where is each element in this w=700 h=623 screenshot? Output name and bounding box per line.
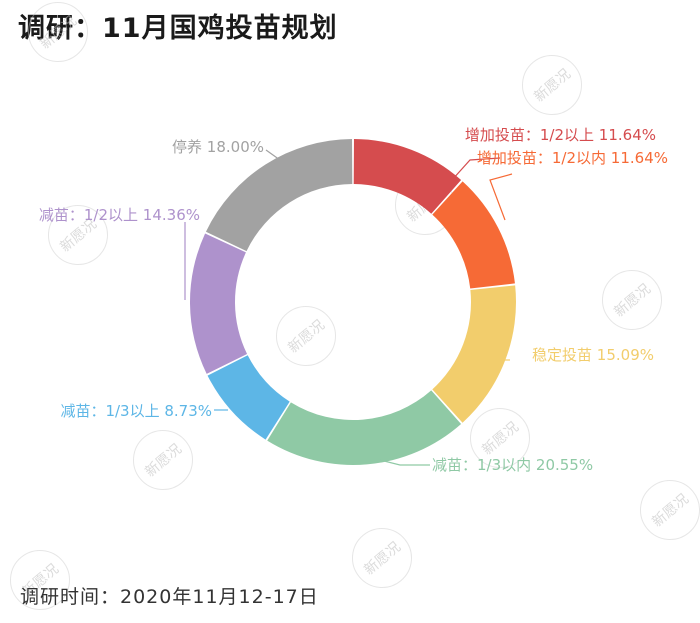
- leader-line: [265, 149, 281, 161]
- donut-slice: [432, 181, 515, 289]
- slice-label: 增加投苗：1/2以内 11.64%: [477, 149, 668, 167]
- donut-slice: [205, 139, 353, 252]
- donut-slice: [207, 355, 290, 440]
- donut-slice: [267, 390, 462, 465]
- slice-label: 减苗：1/3以上 8.73%: [60, 402, 212, 420]
- slice-label: 减苗：1/2以上 14.36%: [39, 206, 200, 224]
- leader-line: [451, 157, 501, 181]
- slice-label: 减苗：1/3以内 20.55%: [432, 456, 593, 474]
- slice-label: 停养 18.00%: [172, 138, 264, 156]
- survey-date: 调研时间：2020年11月12-17日: [20, 586, 319, 608]
- chart-title: 调研：11月国鸡投苗规划: [18, 13, 338, 44]
- donut-slice: [353, 139, 462, 214]
- slice-label: 稳定投苗 15.09%: [532, 346, 654, 364]
- donut-slice: [432, 285, 516, 423]
- leader-line: [489, 173, 513, 221]
- donut-slice: [190, 233, 248, 374]
- slice-label: 增加投苗：1/2以上 11.64%: [465, 126, 656, 144]
- leader-line: [379, 459, 430, 466]
